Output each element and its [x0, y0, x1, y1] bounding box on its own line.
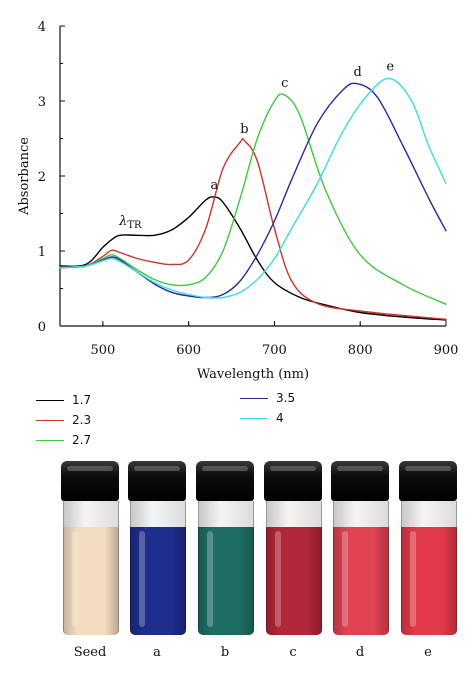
vial-neck — [63, 501, 119, 527]
x-tick-label: 700 — [262, 343, 287, 358]
x-tick-label: 600 — [176, 343, 201, 358]
vial-cap — [61, 461, 119, 501]
curve-label-e: e — [386, 60, 394, 75]
series-5-line — [59, 77, 447, 299]
curve-label-a: a — [211, 178, 219, 193]
vial-3 — [194, 461, 256, 636]
vial-cap — [331, 461, 389, 501]
vial-6 — [397, 461, 459, 636]
vial-neck — [266, 501, 322, 527]
y-tick-label: 4 — [38, 20, 46, 35]
series-4-line — [59, 82, 447, 299]
chart-curve-labels: a b c d e λTR — [118, 60, 394, 231]
vial-liquid — [401, 527, 457, 635]
lambda-symbol: λ — [118, 214, 127, 229]
chart-axes: 500 600 700 800 900 0 1 2 3 4 — [38, 20, 459, 358]
vial-label: c — [289, 645, 297, 660]
vial-neck — [333, 501, 389, 527]
vial-label: a — [153, 645, 161, 660]
y-tick-label: 0 — [38, 320, 46, 335]
y-axis-label: Absorbance — [17, 137, 32, 216]
curve-label-d: d — [353, 65, 361, 80]
y-tick-label: 2 — [38, 170, 46, 185]
vial-cap — [196, 461, 254, 501]
vial-liquid — [333, 527, 389, 635]
lambda-subscript: TR — [127, 220, 142, 231]
vial-label: b — [220, 645, 230, 660]
vial-liquid — [266, 527, 322, 635]
series-2-line — [59, 137, 447, 320]
absorbance-chart: 500 600 700 800 900 0 1 2 3 4 a b c d e λTR Wavelength… — [17, 20, 459, 382]
vial-neck — [130, 501, 186, 527]
x-tick-label: 500 — [90, 343, 115, 358]
vial-photo: Seed a b c d e — [0, 455, 474, 675]
vial-cap — [264, 461, 322, 501]
vial-5 — [329, 461, 391, 636]
vial-cap — [128, 461, 186, 501]
series-1-line — [59, 196, 447, 321]
lambda-tr-annotation: λTR — [118, 214, 142, 231]
vial-label: d — [355, 645, 365, 660]
y-tick-label: 3 — [38, 95, 46, 110]
vial-cap — [399, 461, 457, 501]
vial-liquid — [198, 527, 254, 635]
vial-1 — [59, 461, 121, 636]
vial-4 — [262, 461, 324, 636]
vial-liquid — [130, 527, 186, 635]
vial-2 — [126, 461, 188, 636]
series-3-line — [59, 93, 447, 305]
vial-label: e — [424, 645, 432, 660]
y-tick-label: 1 — [38, 245, 46, 260]
vial-neck — [401, 501, 457, 527]
vial-neck — [198, 501, 254, 527]
x-axis-label: Wavelength (nm) — [197, 367, 309, 382]
vial-liquid — [63, 527, 119, 635]
x-tick-label: 900 — [434, 343, 459, 358]
vial-label: Seed — [73, 645, 107, 660]
x-tick-label: 800 — [348, 343, 373, 358]
curve-label-b: b — [240, 122, 248, 137]
chart-curves — [59, 77, 447, 321]
curve-label-c: c — [281, 76, 288, 91]
